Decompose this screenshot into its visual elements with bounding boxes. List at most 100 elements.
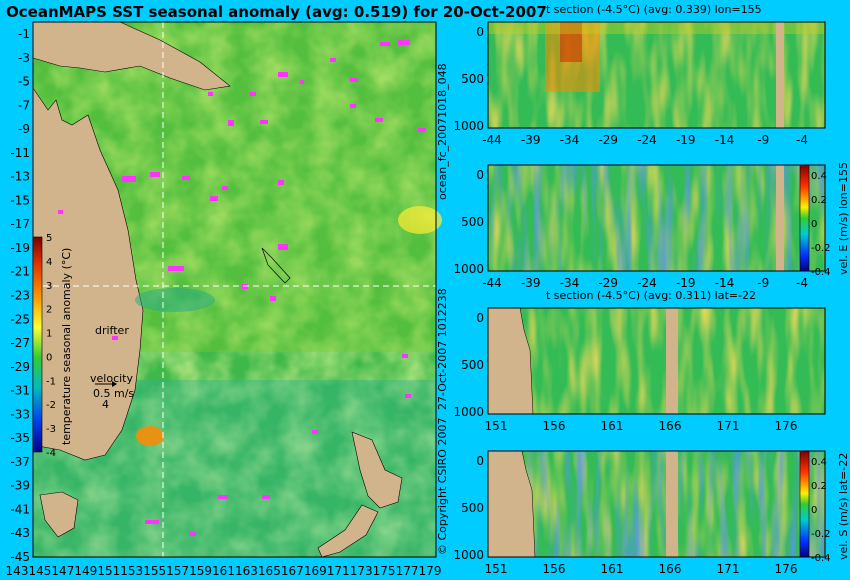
map-y-tick-label: -27 <box>10 336 30 350</box>
panel-x-tick-label: 156 <box>543 562 566 576</box>
panel-x-tick-label: 166 <box>659 562 682 576</box>
map-y-tick-label: -9 <box>18 122 30 136</box>
panel-depth-tick-label: 1000 <box>453 262 484 276</box>
map-y-tick-label: -45 <box>10 550 30 564</box>
panel-1-title: t section (-4.5°C) (avg: 0.339) lon=155 <box>546 3 762 16</box>
map-x-tick-label: 147 <box>51 564 74 578</box>
panel-depth-tick-label: 500 <box>461 72 484 86</box>
map-y-tick-label: -19 <box>10 241 30 255</box>
nz-north-land <box>351 431 403 509</box>
panel-x-tick-label: -34 <box>560 133 580 147</box>
map-x-tick-label: 159 <box>189 564 212 578</box>
map-y-tick-label: -1 <box>18 27 30 41</box>
panel-depth-tick-label: 500 <box>461 215 484 229</box>
panel-depth-tick-label: 0 <box>476 25 484 39</box>
map-colorbar-tick-label: -1 <box>46 376 56 387</box>
map-colorbar <box>32 236 43 453</box>
vel-colorbar-tick-label: 0 <box>811 505 817 516</box>
panel-x-tick-label: -9 <box>757 276 769 290</box>
new-guinea-land <box>32 21 231 91</box>
panel-x-tick-label: 161 <box>601 562 624 576</box>
map-y-tick-label: -15 <box>10 193 30 207</box>
vel-colorbar-tick-label: 0.2 <box>811 195 827 206</box>
panel-x-tick-label: 161 <box>601 419 624 433</box>
map-y-tick-label: -29 <box>10 360 30 374</box>
vel-colorbar-tick-label: -0.4 <box>811 553 831 564</box>
map-y-tick-label: -43 <box>10 526 30 540</box>
map-colorbar-tick-label: -3 <box>46 424 56 435</box>
panel-x-tick-label: 171 <box>717 562 740 576</box>
vel-colorbar-tick-label: -0.2 <box>811 243 831 254</box>
panel-3 <box>487 307 826 415</box>
vel-colorbar-2 <box>799 450 810 558</box>
panel-x-tick-label: 151 <box>485 562 508 576</box>
map-y-tick-label: -35 <box>10 431 30 445</box>
map-x-tick-label: 175 <box>373 564 396 578</box>
vel-colorbar-tick-label: -0.2 <box>811 529 831 540</box>
map-colorbar-tick-label: -4 <box>46 448 56 459</box>
side-label-run: ocean_fc_20071018_048 <box>436 63 449 200</box>
map-x-tick-label: 151 <box>97 564 120 578</box>
map-y-tick-label: -25 <box>10 312 30 326</box>
panel-x-tick-label: -19 <box>676 133 696 147</box>
vel-colorbar-tick-label: 0.4 <box>811 171 827 182</box>
panel-x-tick-label: -34 <box>560 276 580 290</box>
panel-depth-tick-label: 1000 <box>453 119 484 133</box>
panel-x-tick-label: -24 <box>637 276 657 290</box>
map-x-tick-label: 165 <box>258 564 281 578</box>
map-x-tick-label: 177 <box>396 564 419 578</box>
panel-depth-tick-label: 1000 <box>453 548 484 562</box>
panel-x-tick-label: -4 <box>796 276 808 290</box>
map-x-tick-label: 157 <box>166 564 189 578</box>
tasmania-land <box>39 491 79 538</box>
panel-x-tick-label: 151 <box>485 419 508 433</box>
panel-x-tick-label: -14 <box>715 276 735 290</box>
map-y-tick-label: -7 <box>18 98 30 112</box>
map-y-tick-label: -39 <box>10 479 30 493</box>
panel-x-tick-label: -19 <box>676 276 696 290</box>
panel-x-tick-label: 166 <box>659 419 682 433</box>
map-colorbar-tick-label: -2 <box>46 400 56 411</box>
panel-x-tick-label: -4 <box>796 133 808 147</box>
map-colorbar-tick-label: 4 <box>46 257 52 268</box>
map-x-tick-label: 179 <box>419 564 442 578</box>
panel-x-tick-label: -44 <box>482 133 502 147</box>
panel-3-title: t section (-4.5°C) (avg: 0.311) lat=-22 <box>546 289 756 302</box>
panel-x-tick-label: -39 <box>521 133 541 147</box>
panel-2 <box>487 164 826 272</box>
panel-x-tick-label: 171 <box>717 419 740 433</box>
panel-x-tick-label: 156 <box>543 419 566 433</box>
vel-colorbar-2-label: vel. S (m/s) lat=-22 <box>837 453 850 560</box>
side-label-date: 27-Oct-2007 1012238 <box>436 288 449 410</box>
panel-x-tick-label: -29 <box>598 276 618 290</box>
nz-south-land <box>317 504 379 558</box>
velocity-value: 0.5 m/s <box>93 387 135 400</box>
panel-x-tick-label: -24 <box>637 133 657 147</box>
panel-depth-tick-label: 0 <box>476 168 484 182</box>
map-x-tick-label: 173 <box>350 564 373 578</box>
panel-x-tick-label: -29 <box>598 133 618 147</box>
map-x-tick-label: 149 <box>74 564 97 578</box>
map-colorbar-tick-label: 3 <box>46 281 52 292</box>
side-label-copyright: © Copyright CSIRO 2007 <box>436 418 449 555</box>
map-y-tick-label: -3 <box>18 51 30 65</box>
panel-depth-tick-label: 500 <box>461 358 484 372</box>
panel-depth-tick-label: 0 <box>476 454 484 468</box>
panel-x-tick-label: -39 <box>521 276 541 290</box>
panel-x-tick-label: 176 <box>775 562 798 576</box>
map-x-tick-label: 167 <box>281 564 304 578</box>
map-x-tick-label: 169 <box>304 564 327 578</box>
australia-land <box>32 87 144 461</box>
panel-x-tick-label: -44 <box>482 276 502 290</box>
velocity-label: velocity <box>90 372 133 385</box>
map-x-tick-label: 163 <box>235 564 258 578</box>
vel-colorbar-tick-label: 0 <box>811 219 817 230</box>
map-y-tick-label: -21 <box>10 265 30 279</box>
map-x-tick-label: 153 <box>120 564 143 578</box>
panel-depth-tick-label: 1000 <box>453 405 484 419</box>
map-y-tick-label: -33 <box>10 407 30 421</box>
map-colorbar-tick-label: 0 <box>46 352 52 363</box>
panel-depth-tick-label: 500 <box>461 501 484 515</box>
panel-depth-tick-label: 0 <box>476 311 484 325</box>
